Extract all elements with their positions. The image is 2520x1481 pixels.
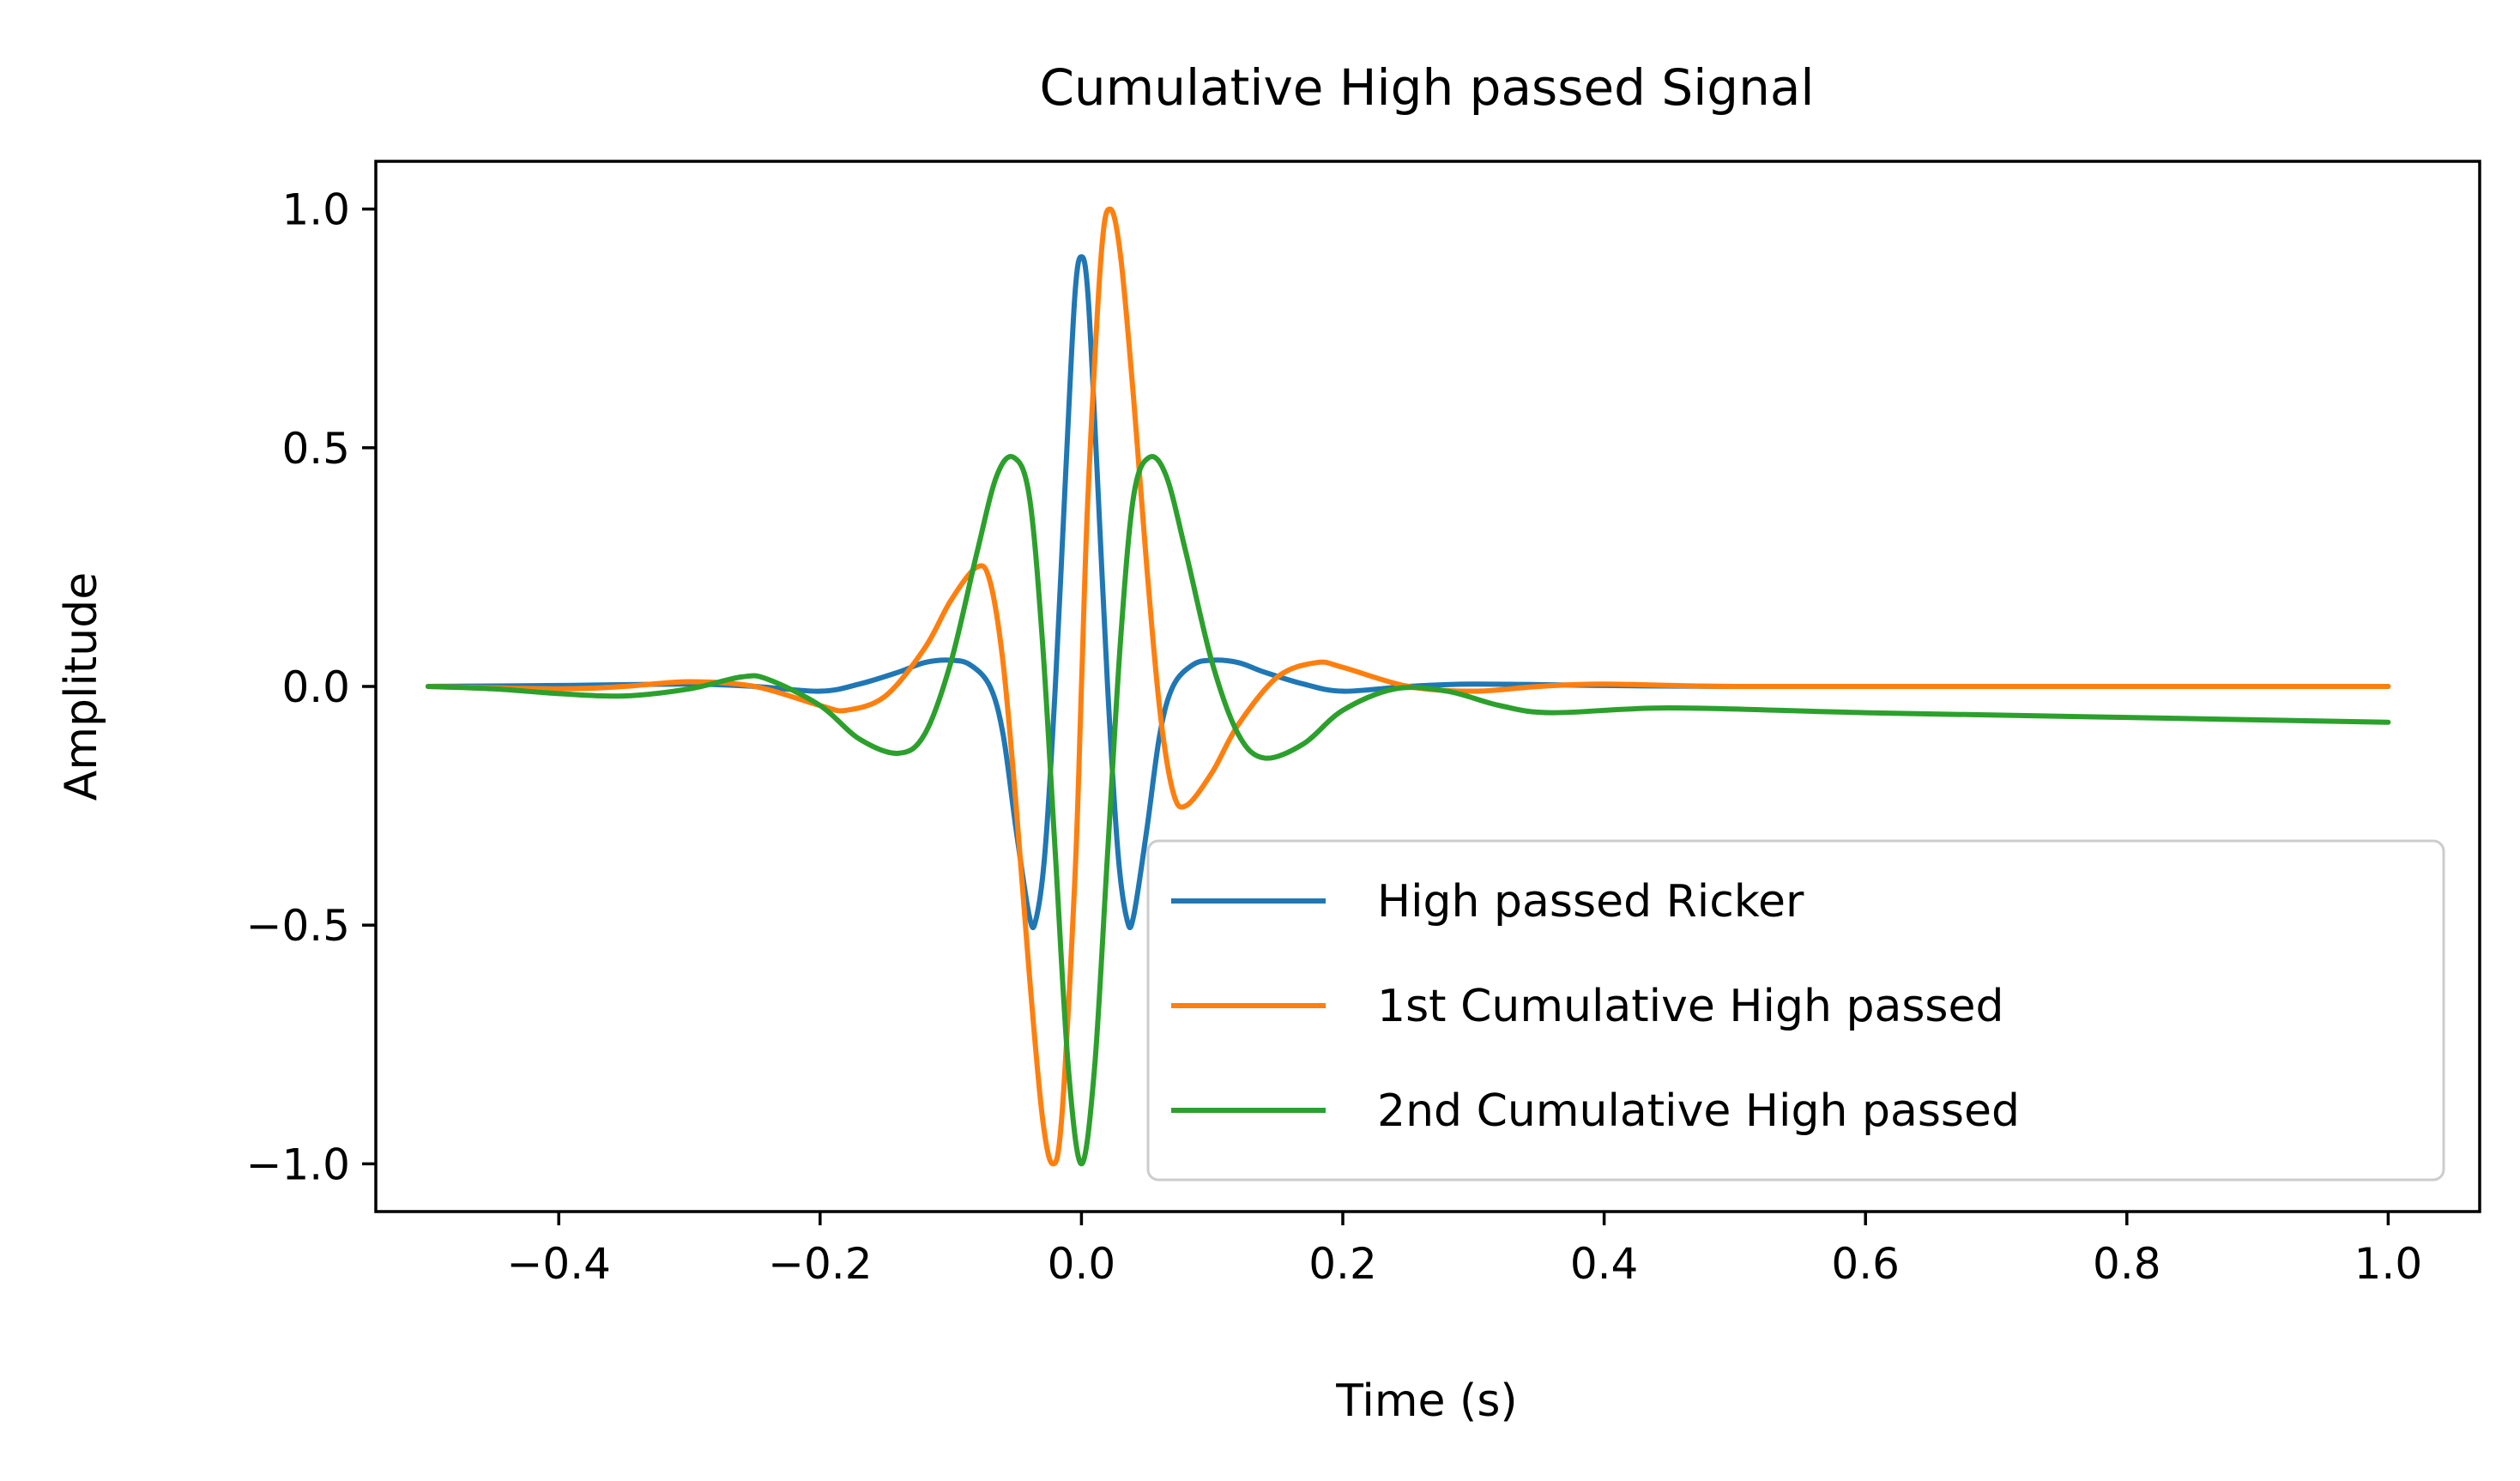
y-tick-label: −0.5 xyxy=(246,901,350,951)
series-layer xyxy=(425,206,2391,1167)
legend-box xyxy=(1146,839,2445,1182)
x-tick-label: 0.0 xyxy=(1048,1239,1116,1289)
y-tick-label: −1.0 xyxy=(246,1139,350,1189)
x-tick-label: −0.2 xyxy=(768,1239,872,1289)
chart-title: Cumulative High passed Signal xyxy=(1039,58,1814,117)
x-tick-label: 0.6 xyxy=(1831,1239,1900,1289)
series-line-2nd-cumulative xyxy=(425,454,2391,1167)
x-axis: −0.4 −0.2 0.0 0.2 0.4 0.6 0.8 1.0 xyxy=(507,1212,2423,1289)
y-tick-label: 0.5 xyxy=(281,424,350,474)
x-tick-label: 0.8 xyxy=(2093,1239,2161,1289)
y-axis-label: Amplitude xyxy=(56,572,107,801)
y-tick-label: 0.0 xyxy=(281,662,350,712)
y-axis: 1.0 0.5 0.0 −0.5 −1.0 xyxy=(246,185,376,1189)
x-axis-label: Time (s) xyxy=(1335,1375,1517,1427)
x-tick-label: 1.0 xyxy=(2354,1239,2423,1289)
legend-label-1st-cumulative: 1st Cumulative High passed xyxy=(1377,981,2004,1032)
x-tick-label: 0.4 xyxy=(1570,1239,1639,1289)
legend-label-ricker: High passed Ricker xyxy=(1377,876,1804,928)
legend-label-2nd-cumulative: 2nd Cumulative High passed xyxy=(1377,1085,2020,1137)
legend: High passed Ricker 1st Cumulative High p… xyxy=(1146,839,2445,1182)
x-tick-label: 0.2 xyxy=(1308,1239,1377,1289)
x-tick-label: −0.4 xyxy=(507,1239,611,1289)
y-tick-label: 1.0 xyxy=(281,185,350,235)
